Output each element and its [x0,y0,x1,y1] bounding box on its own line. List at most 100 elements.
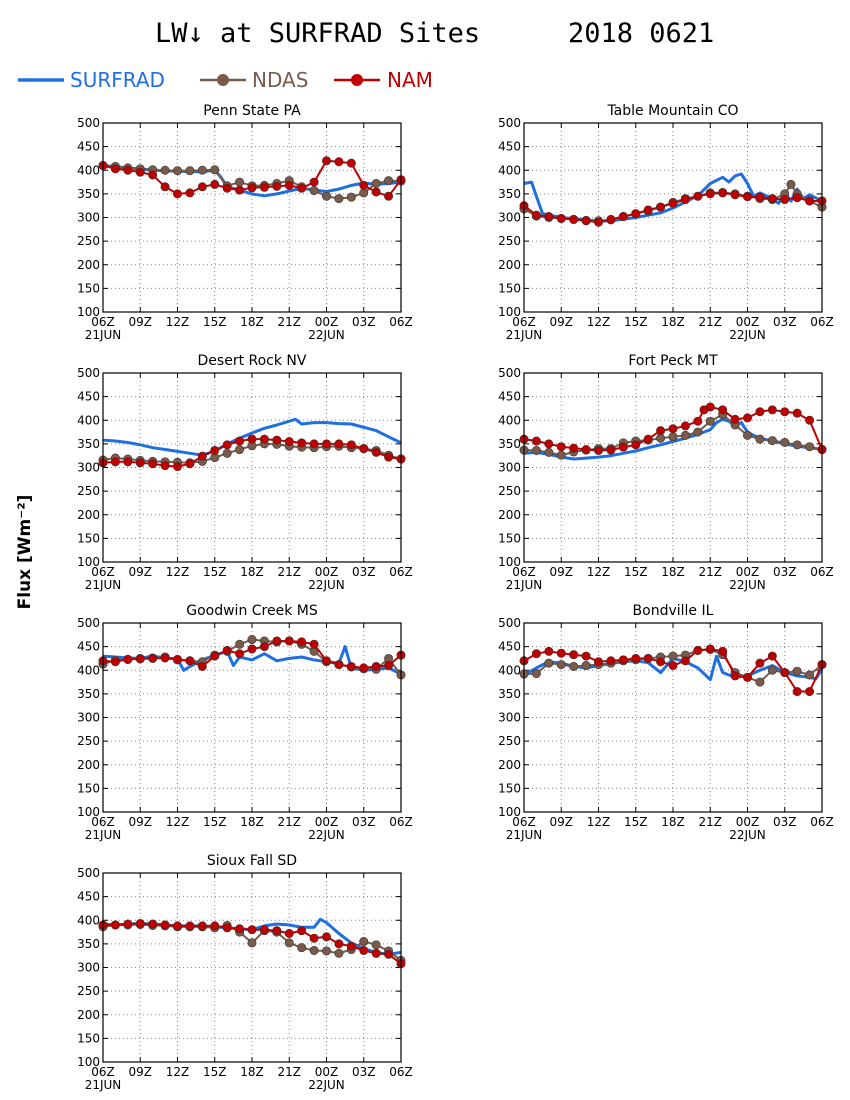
y-tick-label: 250 [77,234,100,248]
x-tick-label: 18Z [240,315,264,329]
point-nam [173,921,183,931]
point-nam [123,919,133,929]
y-tick-label: 500 [77,116,100,130]
point-nam [160,461,170,471]
x-tick-label: 09Z [129,565,153,579]
point-nam [371,187,381,197]
x-date-label: 21JUN [85,578,122,592]
point-nam [160,653,170,663]
y-tick-label: 150 [77,781,100,795]
point-nam [384,661,394,671]
y-tick-label: 250 [77,984,100,998]
legend-marker-nam [351,74,363,86]
point-ndas [247,635,257,645]
point-nam [593,217,603,227]
x-tick-label: 00Z [736,815,760,829]
point-nam [767,651,777,661]
y-tick-label: 350 [77,187,100,201]
y-tick-label: 200 [498,758,521,772]
point-nam [359,663,369,673]
point-nam [148,170,158,180]
y-tick-label: 450 [77,890,100,904]
point-nam [110,920,120,930]
y-tick-label: 400 [77,163,100,177]
y-tick-label: 400 [77,913,100,927]
grid [103,373,401,562]
series-surfrad [102,417,402,457]
point-nam [185,188,195,198]
point-nam [297,637,307,647]
point-nam [160,182,170,192]
panel-title: Fort Peck MT [628,353,718,369]
y-tick-label: 300 [498,461,521,475]
x-tick-label: 06Z [512,565,536,579]
point-nam [334,660,344,670]
plot-frame [102,622,402,813]
x-date-label: 22JUN [308,1078,345,1092]
point-nam [297,183,307,193]
point-nam [384,452,394,462]
y-tick-label: 200 [77,508,100,522]
y-tick-label: 150 [498,781,521,795]
x-tick-label: 09Z [550,565,574,579]
point-ndas [792,666,802,676]
point-nam [321,156,331,166]
x-tick-label: 06Z [389,1065,413,1079]
x-tick-label: 12Z [166,815,190,829]
x-tick-label: 15Z [624,565,648,579]
panel-title: Sioux Fall SD [207,853,297,869]
point-nam [346,158,356,168]
point-ndas [309,945,319,955]
y-tick-label: 450 [498,390,521,404]
x-tick-label: 00Z [736,315,760,329]
x-tick-label: 06Z [389,315,413,329]
y-tick-label: 400 [77,413,100,427]
point-ndas [235,177,245,187]
panel-title: Penn State PA [203,103,301,119]
x-date-label: 22JUN [308,328,345,342]
x-tick-label: 09Z [129,815,153,829]
point-nam [755,192,765,202]
point-nam [705,189,715,199]
point-nam [730,190,740,200]
x-tick-label: 21Z [278,315,302,329]
point-ndas [321,946,331,956]
point-nam [210,445,220,455]
panel-title: Desert Rock NV [198,353,307,369]
y-tick-label: 450 [498,140,521,154]
point-nam [730,671,740,681]
plot-frame [102,872,402,1063]
point-nam [284,636,294,646]
point-nam [197,921,207,931]
point-nam [705,644,715,654]
point-nam [359,444,369,454]
point-ndas [581,661,591,671]
point-ndas [668,651,678,661]
point-nam [792,193,802,203]
x-tick-label: 21Z [699,315,723,329]
x-tick-label: 03Z [352,565,376,579]
point-nam [531,436,541,446]
point-nam [297,438,307,448]
point-nam [259,434,269,444]
y-tick-label: 400 [498,163,521,177]
panel-0: Penn State PA 100 150 200 250 300 350 400 450 500… [77,103,413,342]
plot-frame [102,122,402,313]
point-nam [284,928,294,938]
point-nam [730,414,740,424]
y-tick-label: 500 [77,366,100,380]
x-date-label: 21JUN [85,828,122,842]
point-ndas [755,434,765,444]
series-line-surfrad [102,417,402,457]
point-ndas [346,192,356,202]
x-tick-label: 03Z [352,815,376,829]
x-date-label: 21JUN [85,1078,122,1092]
x-tick-label: 06Z [389,815,413,829]
point-nam [606,656,616,666]
point-nam [123,165,133,175]
point-nam [247,925,257,935]
y-tick-label: 500 [498,116,521,130]
x-tick-label: 15Z [203,1065,227,1079]
point-ndas [742,430,752,440]
panel-6: Sioux Fall SD 100 150 200 250 300 350 400 450 500… [77,853,413,1092]
